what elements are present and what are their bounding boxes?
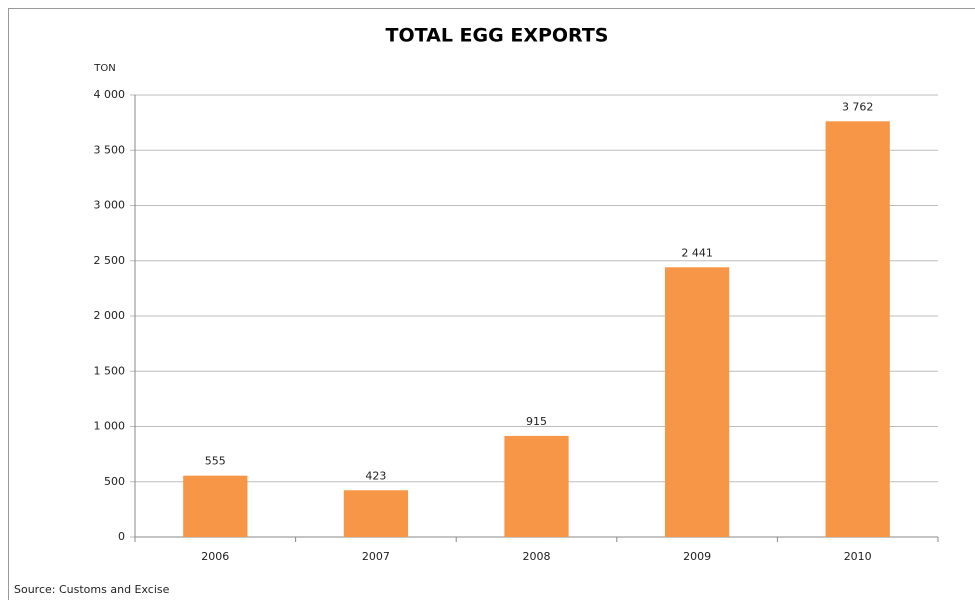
y-axis-label: TON xyxy=(93,63,115,74)
x-tick-label: 2007 xyxy=(362,550,390,563)
y-tick-label: 2 500 xyxy=(94,254,126,267)
y-tick-label: 3 000 xyxy=(94,199,126,212)
x-tick-label: 2009 xyxy=(683,550,711,563)
y-tick-label: 3 500 xyxy=(94,143,126,156)
chart-frame xyxy=(8,8,975,600)
data-label: 423 xyxy=(365,469,386,482)
y-tick-label: 500 xyxy=(104,475,125,488)
x-tick-label: 2008 xyxy=(523,550,551,563)
data-label: 915 xyxy=(526,415,547,428)
y-tick-label: 2 000 xyxy=(94,309,126,322)
data-label: 555 xyxy=(205,455,226,468)
bar xyxy=(343,490,409,537)
bar xyxy=(504,435,569,537)
bar xyxy=(664,267,730,537)
data-label: 2 441 xyxy=(681,246,713,259)
chart-title: TOTAL EGG EXPORTS xyxy=(386,25,609,47)
x-tick-label: 2010 xyxy=(844,550,872,563)
source-note: Source: Customs and Excise xyxy=(14,583,170,596)
data-label: 3 762 xyxy=(842,100,874,113)
y-tick-label: 0 xyxy=(118,530,125,543)
x-tick-label: 2006 xyxy=(201,550,229,563)
y-tick-label: 1 000 xyxy=(94,420,126,433)
bar xyxy=(183,475,248,537)
y-tick-label: 1 500 xyxy=(94,364,126,377)
y-tick-label: 4 000 xyxy=(94,88,126,101)
bar xyxy=(825,121,890,537)
